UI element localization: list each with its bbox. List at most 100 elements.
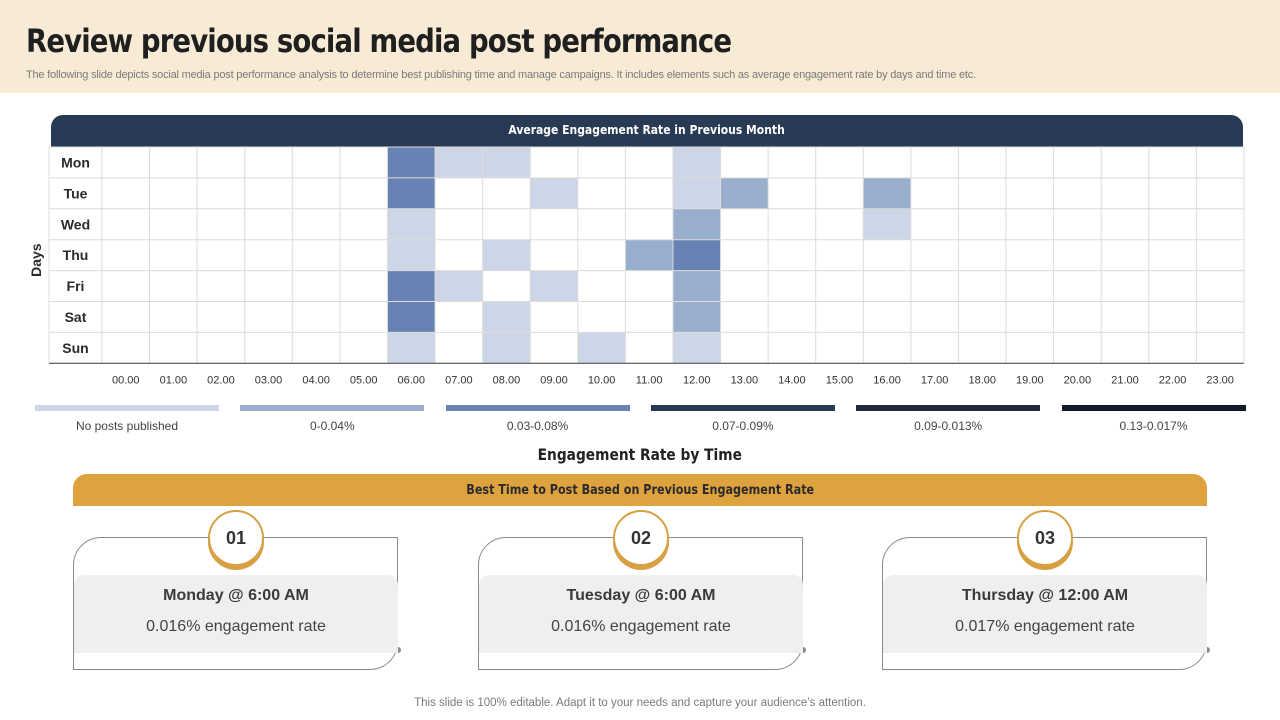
heatmap-cell	[482, 239, 531, 271]
heatmap-cell	[815, 177, 864, 209]
heatmap-cell	[339, 239, 388, 271]
heatmap-cell	[958, 177, 1007, 209]
heatmap-cell	[292, 177, 340, 209]
page-title: Review previous social media post perfor…	[26, 22, 732, 60]
column-label: 18.00	[968, 374, 996, 386]
heatmap-cell	[958, 208, 1007, 240]
card-dot	[1204, 647, 1210, 653]
heatmap-cell	[720, 301, 769, 333]
heatmap-cell	[910, 208, 959, 240]
heatmap-cell	[435, 270, 483, 302]
legend-label: No posts published	[75, 419, 179, 433]
heatmap-cell	[720, 147, 769, 178]
heatmap-cell	[387, 270, 436, 302]
heatmap-cell	[720, 239, 769, 271]
column-label: 17.00	[921, 374, 949, 386]
heatmap-cell	[435, 177, 483, 209]
heatmap-cell	[625, 208, 673, 240]
heatmap-cell	[815, 332, 864, 364]
card-title: Tuesday @ 6:00 AM	[566, 587, 716, 604]
heatmap-cell	[672, 301, 721, 333]
heatmap-cell	[1101, 332, 1149, 364]
heatmap-cell	[768, 301, 816, 333]
heatmap-cell	[482, 147, 531, 178]
heatmap-cell	[149, 332, 198, 364]
heatmap-cell	[863, 177, 911, 209]
heatmap-cell	[672, 332, 721, 364]
heatmap-cell	[768, 332, 816, 364]
row-label: Mon	[61, 154, 90, 170]
heatmap-cell	[863, 239, 911, 271]
heatmap-cell	[1053, 239, 1102, 271]
heatmap-cell	[102, 270, 150, 302]
heatmap-cell	[292, 270, 340, 302]
heatmap-cell	[292, 301, 340, 333]
heatmap-cell	[387, 208, 436, 240]
heatmap-cell	[530, 270, 578, 302]
heatmap-cell	[292, 332, 340, 364]
column-label: 15.00	[826, 374, 854, 386]
heatmap-cell	[387, 332, 436, 364]
legend-item: 0.09-0.013%	[856, 405, 1041, 433]
heatmap-cell	[910, 301, 959, 333]
heatmap-cell	[672, 239, 721, 271]
heatmap-cell	[482, 301, 531, 333]
heatmap-cell	[577, 177, 626, 209]
legend-item: 0.03-0.08%	[445, 405, 630, 433]
best-time-card: 01 Monday @ 6:00 AM 0.016% engagement ra…	[73, 510, 401, 670]
heatmap-cell	[625, 301, 673, 333]
heatmap-cell	[910, 147, 959, 178]
legend-swatch	[445, 405, 630, 411]
heatmap-cell	[1196, 332, 1244, 364]
legend-label: 0.13-0.017%	[1119, 419, 1188, 433]
heatmap-cell	[958, 270, 1007, 302]
heatmap-cell	[1148, 208, 1197, 240]
heatmap-cell	[197, 332, 245, 364]
heatmap-cell	[1148, 332, 1197, 364]
card-dot	[800, 647, 806, 653]
heatmap-cell	[339, 147, 388, 178]
column-label: 13.00	[731, 374, 759, 386]
best-time-card: 03 Thursday @ 12:00 AM 0.017% engagement…	[882, 510, 1210, 670]
heatmap-cell	[102, 301, 150, 333]
column-label: 10.00	[588, 374, 616, 386]
heatmap-cell	[910, 270, 959, 302]
legend-label: 0-0.04%	[309, 419, 355, 433]
row-label: Thu	[63, 247, 89, 263]
heatmap-cell	[577, 332, 626, 364]
heatmap-cell	[1196, 270, 1244, 302]
column-label: 00.00	[112, 374, 140, 386]
column-label: 05.00	[350, 374, 378, 386]
heatmap-cell	[1053, 147, 1102, 178]
heatmap-cell	[958, 147, 1007, 178]
heatmap-cell	[910, 239, 959, 271]
heatmap-cell	[720, 177, 769, 209]
column-label: 09.00	[540, 374, 568, 386]
heatmap-cell	[672, 177, 721, 209]
heatmap-cell	[577, 147, 626, 178]
heatmap-cell	[102, 208, 150, 240]
legend-label: 0.09-0.013%	[914, 419, 983, 433]
heatmap-cell	[768, 270, 816, 302]
heatmap-cell	[102, 239, 150, 271]
column-label: 11.00	[636, 374, 663, 386]
heatmap-cell	[958, 301, 1007, 333]
column-label: 01.00	[160, 374, 188, 386]
heatmap-cell	[339, 270, 388, 302]
heatmap-cell	[149, 301, 198, 333]
heatmap-cell	[1196, 147, 1244, 178]
column-label: 21.00	[1111, 374, 1139, 386]
column-label: 08.00	[493, 374, 521, 386]
heatmap-cell	[197, 301, 245, 333]
column-label: 20.00	[1064, 374, 1092, 386]
heatmap-cell	[768, 177, 816, 209]
heatmap-cell	[1006, 239, 1054, 271]
legend-label: 0.03-0.08%	[506, 419, 569, 433]
heatmap-cell	[387, 239, 436, 271]
heatmap-cell	[910, 332, 959, 364]
card-body: Thursday @ 12:00 AM 0.017% engagement ra…	[883, 575, 1207, 653]
heatmap-cell	[1196, 239, 1244, 271]
heatmap-cell	[1196, 177, 1244, 209]
row-label: Sun	[62, 340, 88, 356]
heatmap-cell	[102, 177, 150, 209]
